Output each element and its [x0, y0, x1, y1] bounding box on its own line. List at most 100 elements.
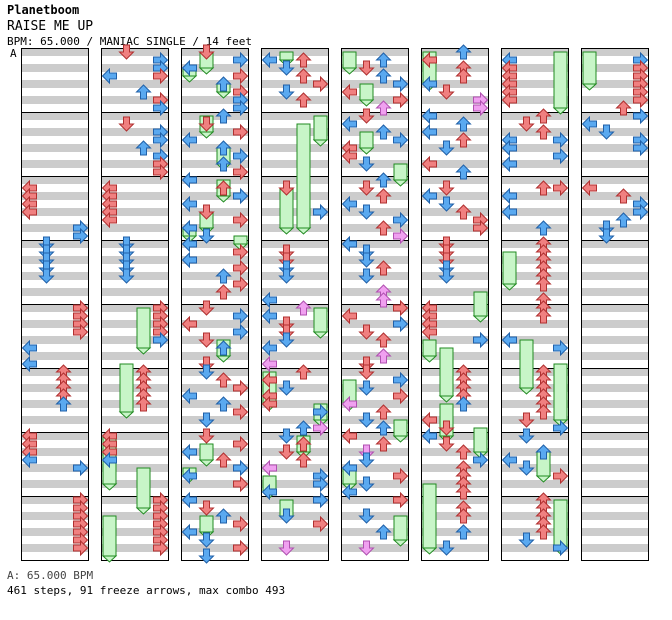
left-arrow-note — [341, 147, 357, 165]
up-arrow-note — [375, 172, 392, 188]
left-arrow-note — [341, 195, 357, 213]
right-arrow-note — [553, 539, 569, 557]
left-arrow-note — [181, 251, 197, 269]
down-arrow-note — [278, 508, 295, 524]
down-arrow-note — [518, 532, 535, 548]
beat-stripe — [181, 400, 249, 408]
beat-stripe — [101, 48, 169, 56]
beat-stripe — [261, 496, 329, 504]
beat-stripe — [21, 192, 89, 200]
beat-stripe — [341, 112, 409, 120]
right-arrow-note — [73, 323, 89, 341]
beat-stripe — [261, 304, 329, 312]
beat-stripe — [341, 192, 409, 200]
beat-stripe — [341, 464, 409, 472]
beat-stripe — [181, 144, 249, 152]
right-arrow-note — [553, 179, 569, 197]
left-arrow-note — [181, 467, 197, 485]
beat-stripe — [181, 544, 249, 552]
right-arrow-note — [73, 459, 89, 477]
left-arrow-note — [261, 355, 277, 373]
beat-stripe — [501, 240, 569, 248]
freeze-body — [359, 131, 374, 149]
down-arrow-note — [278, 84, 295, 100]
down-arrow-note — [358, 108, 375, 124]
song-title: RAISE ME UP — [7, 19, 94, 34]
freeze-tail — [421, 547, 438, 555]
left-arrow-note — [501, 203, 517, 221]
up-arrow-note — [535, 180, 552, 196]
beat-stripe — [341, 304, 409, 312]
beat-stripe — [581, 64, 649, 72]
down-arrow-note — [358, 452, 375, 468]
beat-stripe — [421, 448, 489, 456]
right-arrow-note — [233, 243, 249, 261]
beat-stripe — [501, 384, 569, 392]
beat-stripe — [101, 144, 169, 152]
left-arrow-note — [341, 483, 357, 501]
up-arrow-note — [215, 156, 232, 172]
up-arrow-note — [375, 188, 392, 204]
beat-stripe — [341, 160, 409, 168]
beat-stripe — [421, 544, 489, 552]
right-arrow-note — [313, 203, 329, 221]
beat-stripe — [501, 128, 569, 136]
beat-stripe — [181, 256, 249, 264]
freeze-tail — [181, 75, 198, 83]
up-arrow-note — [215, 508, 232, 524]
freeze-tail — [312, 331, 329, 339]
down-arrow-note — [598, 124, 615, 140]
up-arrow-note — [455, 164, 472, 180]
beat-stripe — [21, 432, 89, 440]
left-arrow-note — [181, 219, 197, 237]
left-arrow-note — [181, 443, 197, 461]
up-arrow-note — [535, 524, 552, 540]
up-arrow-note — [455, 204, 472, 220]
right-arrow-note — [233, 379, 249, 397]
beat-stripe — [421, 368, 489, 376]
beat-stripe — [181, 208, 249, 216]
left-arrow-note — [341, 115, 357, 133]
left-arrow-note — [341, 235, 357, 253]
beat-stripe — [581, 256, 649, 264]
left-arrow-note — [21, 203, 37, 221]
down-arrow-note — [278, 380, 295, 396]
down-arrow-note — [358, 156, 375, 172]
beat-stripe — [501, 160, 569, 168]
freeze-tail — [392, 179, 409, 187]
beat-stripe — [21, 400, 89, 408]
beat-stripe — [21, 528, 89, 536]
beat-stripe — [501, 192, 569, 200]
beat-stripe — [261, 512, 329, 520]
beat-stripe — [101, 240, 169, 248]
freeze-tail — [535, 475, 552, 483]
beat-stripe — [581, 224, 649, 232]
footer-stats: 461 steps, 91 freeze arrows, max combo 4… — [7, 584, 286, 597]
left-arrow-note — [181, 195, 197, 213]
beat-stripe — [501, 304, 569, 312]
beat-stripe — [581, 384, 649, 392]
beat-stripe — [21, 80, 89, 88]
down-arrow-note — [518, 460, 535, 476]
left-arrow-note — [261, 371, 277, 389]
freeze-tail — [215, 91, 232, 99]
beat-stripe — [501, 48, 569, 56]
beat-stripe — [21, 288, 89, 296]
beat-stripe — [581, 416, 649, 424]
beat-stripe — [501, 480, 569, 488]
left-arrow-note — [501, 331, 517, 349]
beat-stripe — [501, 80, 569, 88]
down-arrow-note — [518, 412, 535, 428]
beat-stripe — [181, 464, 249, 472]
beat-stripe — [181, 80, 249, 88]
beat-stripe — [101, 544, 169, 552]
up-arrow-note — [615, 100, 632, 116]
down-arrow-note — [438, 540, 455, 556]
freeze-body — [582, 51, 597, 85]
down-arrow-note — [198, 204, 215, 220]
up-arrow-note — [455, 444, 472, 460]
freeze-tail — [198, 131, 215, 139]
down-arrow-note — [278, 540, 295, 556]
up-arrow-note — [375, 420, 392, 436]
beat-stripe — [21, 336, 89, 344]
